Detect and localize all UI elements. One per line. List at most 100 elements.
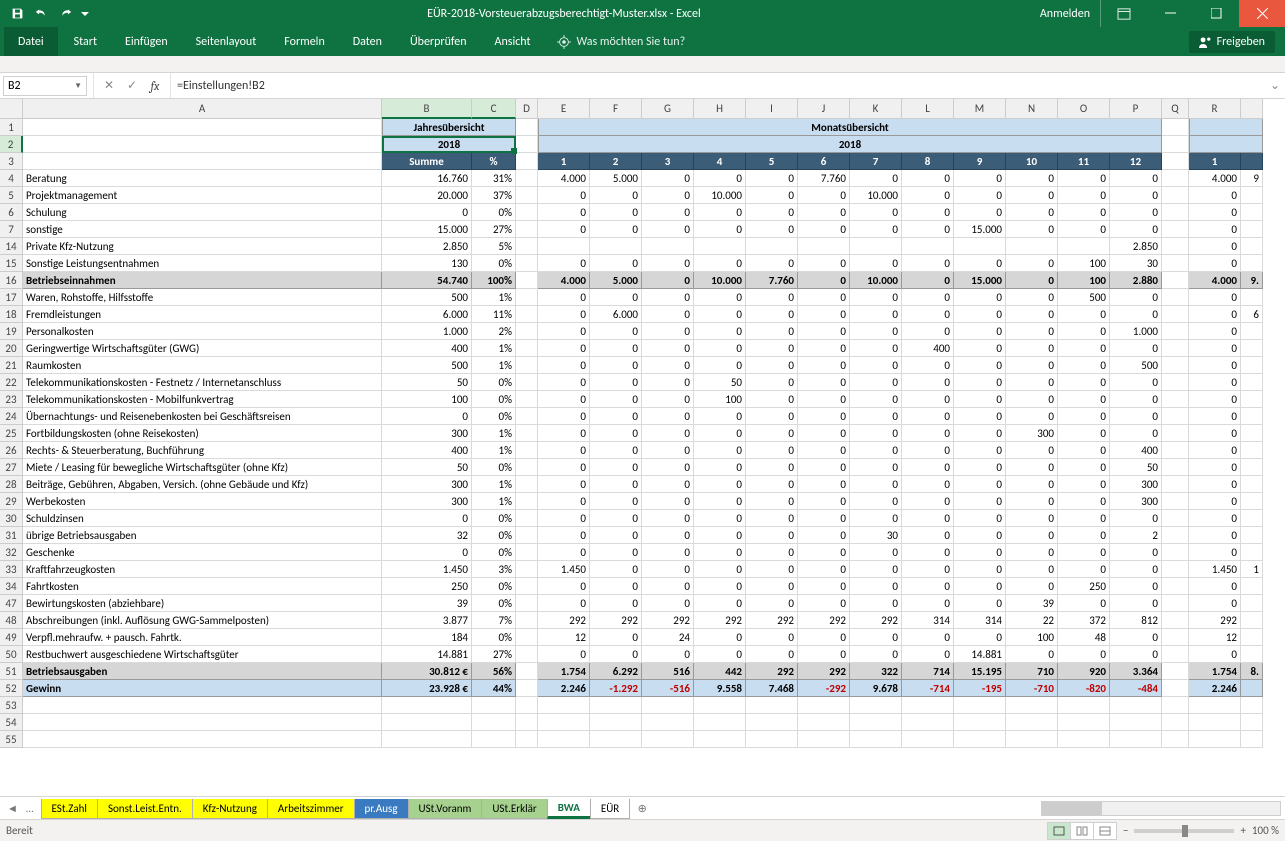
row-header-50[interactable]: 50: [0, 646, 23, 663]
tab-einfuegen[interactable]: Einfügen: [111, 27, 182, 56]
tab-datei[interactable]: Datei: [4, 27, 58, 56]
row-header-30[interactable]: 30: [0, 510, 23, 527]
view-pagelayout-icon[interactable]: [1070, 822, 1094, 840]
col-header-B[interactable]: B: [382, 99, 472, 119]
row-header-29[interactable]: 29: [0, 493, 23, 510]
col-header-C[interactable]: C: [472, 99, 516, 119]
row-header-32[interactable]: 32: [0, 544, 23, 561]
row-header-4[interactable]: 4: [0, 170, 23, 187]
row-header-5[interactable]: 5: [0, 187, 23, 204]
sheet-tab-EStZahl[interactable]: ESt.Zahl: [41, 799, 98, 819]
sheet-tab-Arbeitszimmer[interactable]: Arbeitszimmer: [267, 799, 355, 819]
row-header-27[interactable]: 27: [0, 459, 23, 476]
zoom-in-icon[interactable]: +: [1240, 824, 1245, 837]
redo-icon[interactable]: [54, 3, 76, 25]
fx-icon[interactable]: fx: [144, 76, 166, 96]
undo-icon[interactable]: [30, 3, 52, 25]
signin-button[interactable]: Anmelden: [1030, 0, 1101, 27]
row-header-3[interactable]: 3: [0, 153, 23, 170]
col-header-Q[interactable]: Q: [1162, 99, 1189, 119]
col-header-J[interactable]: J: [798, 99, 850, 119]
tab-daten[interactable]: Daten: [339, 27, 396, 56]
col-header-O[interactable]: O: [1058, 99, 1110, 119]
col-header-K[interactable]: K: [850, 99, 902, 119]
column-headers[interactable]: ABCDEFGHIJKLMNOPQR: [23, 99, 1263, 119]
hscroll-thumb[interactable]: [1042, 802, 1102, 815]
namebox-dropdown-icon[interactable]: ▼: [74, 81, 82, 91]
tab-seitenlayout[interactable]: Seitenlayout: [182, 27, 271, 56]
maximize-icon[interactable]: [1193, 0, 1239, 27]
row-headers[interactable]: 1234567141516171819202122232425262728293…: [0, 119, 23, 748]
row-header-28[interactable]: 28: [0, 476, 23, 493]
accept-formula-icon[interactable]: ✓: [121, 76, 143, 96]
row-header-20[interactable]: 20: [0, 340, 23, 357]
save-icon[interactable]: [6, 3, 28, 25]
view-pagebreak-icon[interactable]: [1093, 822, 1117, 840]
select-all-triangle[interactable]: [0, 99, 23, 119]
col-header-I[interactable]: I: [746, 99, 798, 119]
row-header-6[interactable]: 6: [0, 204, 23, 221]
row-header-2[interactable]: 2: [0, 136, 23, 153]
row-header-1[interactable]: 1: [0, 119, 23, 136]
zoom-slider[interactable]: [1134, 829, 1234, 833]
row-header-52[interactable]: 52: [0, 680, 23, 697]
sheet-tab-UStVoranm[interactable]: USt.Voranm: [408, 799, 483, 819]
spreadsheet-grid[interactable]: ABCDEFGHIJKLMNOPQR 123456714151617181920…: [0, 99, 1285, 796]
minimize-icon[interactable]: [1147, 0, 1193, 27]
row-header-34[interactable]: 34: [0, 578, 23, 595]
row-header-33[interactable]: 33: [0, 561, 23, 578]
cells-area[interactable]: JahresübersichtMonatsübersicht20182018Su…: [23, 119, 1263, 748]
row-header-49[interactable]: 49: [0, 629, 23, 646]
row-header-14[interactable]: 14: [0, 238, 23, 255]
tab-formeln[interactable]: Formeln: [270, 27, 338, 56]
row-header-17[interactable]: 17: [0, 289, 23, 306]
row-header-15[interactable]: 15: [0, 255, 23, 272]
col-header-E[interactable]: E: [538, 99, 590, 119]
tab-start[interactable]: Start: [60, 27, 111, 56]
share-button[interactable]: Freigeben: [1189, 31, 1275, 53]
row-header-51[interactable]: 51: [0, 663, 23, 680]
sheet-nav-more-icon[interactable]: …: [23, 802, 37, 815]
sheet-tab-ER[interactable]: EÜR: [590, 799, 630, 819]
row-header-23[interactable]: 23: [0, 391, 23, 408]
col-header-H[interactable]: H: [694, 99, 746, 119]
col-header-N[interactable]: N: [1006, 99, 1058, 119]
col-header-G[interactable]: G: [642, 99, 694, 119]
qat-dropdown-icon[interactable]: [78, 3, 92, 25]
col-header-F[interactable]: F: [590, 99, 642, 119]
zoom-out-icon[interactable]: −: [1123, 824, 1128, 837]
tab-ueberpruefen[interactable]: Überprüfen: [396, 27, 481, 56]
ribbon-options-icon[interactable]: [1101, 0, 1147, 27]
row-header-21[interactable]: 21: [0, 357, 23, 374]
row-header-47[interactable]: 47: [0, 595, 23, 612]
row-header-18[interactable]: 18: [0, 306, 23, 323]
row-header-31[interactable]: 31: [0, 527, 23, 544]
row-header-26[interactable]: 26: [0, 442, 23, 459]
horizontal-scrollbar[interactable]: [655, 801, 1285, 816]
row-header-19[interactable]: 19: [0, 323, 23, 340]
tab-ansicht[interactable]: Ansicht: [481, 27, 545, 56]
add-sheet-icon[interactable]: ⊕: [629, 798, 655, 818]
sheet-tab-prAusg[interactable]: pr.Ausg: [354, 799, 409, 819]
tell-me-search[interactable]: Was möchten Sie tun?: [545, 35, 686, 49]
col-header-A[interactable]: A: [23, 99, 382, 119]
formula-input[interactable]: =Einstellungen!B2: [171, 73, 1265, 98]
row-header-7[interactable]: 7: [0, 221, 23, 238]
col-header-R[interactable]: R: [1189, 99, 1241, 119]
sheet-tab-SonstLeistEntn[interactable]: Sonst.Leist.Entn.: [97, 799, 193, 819]
col-header-L[interactable]: L: [902, 99, 954, 119]
row-header-16[interactable]: 16: [0, 272, 23, 289]
sheet-tab-BWA[interactable]: BWA: [547, 799, 591, 819]
row-header-48[interactable]: 48: [0, 612, 23, 629]
sheet-tab-KfzNutzung[interactable]: Kfz-Nutzung: [192, 799, 268, 819]
row-header-25[interactable]: 25: [0, 425, 23, 442]
row-header-55[interactable]: 55: [0, 731, 23, 748]
col-header-D[interactable]: D: [516, 99, 538, 119]
row-header-22[interactable]: 22: [0, 374, 23, 391]
row-header-54[interactable]: 54: [0, 714, 23, 731]
col-header-P[interactable]: P: [1110, 99, 1162, 119]
row-header-53[interactable]: 53: [0, 697, 23, 714]
cancel-formula-icon[interactable]: ✕: [98, 76, 120, 96]
name-box[interactable]: B2 ▼: [3, 76, 87, 96]
formula-expand-icon[interactable]: ⌄: [1265, 78, 1285, 93]
